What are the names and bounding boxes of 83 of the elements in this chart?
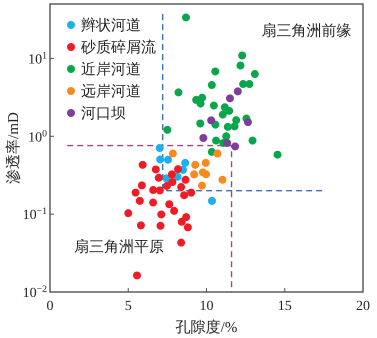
point (202, 158, 210, 167)
point (218, 110, 227, 119)
point (248, 136, 257, 145)
point (132, 188, 140, 197)
annotation: 扇三角洲平原 (74, 238, 164, 256)
legend-label: 辫状河道 (81, 17, 141, 34)
point (152, 165, 160, 174)
y-tick-label: 10$^{0}$ (28, 128, 48, 146)
point (244, 118, 252, 126)
point (196, 119, 204, 128)
point (190, 170, 198, 178)
point (149, 186, 158, 194)
legend-label: 河口坝 (81, 105, 126, 122)
point (212, 136, 220, 145)
point (231, 142, 240, 150)
point (274, 150, 282, 159)
legend-label: 砂质碎屑流 (80, 39, 156, 56)
point (191, 160, 200, 169)
point (182, 176, 190, 184)
point (156, 186, 164, 194)
point (154, 174, 163, 182)
y-tick-label: 10$^{−1}$ (22, 206, 48, 224)
annotation: 扇三角洲前缘 (262, 22, 352, 40)
point (211, 67, 220, 76)
y-tick-label: 10$^{−2}$ (22, 284, 48, 301)
y-axis-title: 渗透率/mD (5, 112, 22, 184)
point (156, 155, 164, 164)
point (236, 62, 244, 70)
point (174, 88, 182, 96)
point (210, 102, 218, 110)
point (124, 209, 132, 218)
point (133, 271, 142, 280)
point (223, 138, 232, 147)
x-tick-label: 5 (124, 299, 132, 314)
point (182, 213, 190, 222)
point (202, 170, 210, 178)
point (164, 156, 172, 164)
point (174, 165, 182, 174)
point (208, 81, 216, 90)
point (149, 198, 158, 207)
point (163, 126, 172, 134)
point (230, 122, 239, 130)
x-tick-label: 0 (46, 299, 54, 314)
point (162, 182, 171, 190)
point (245, 80, 254, 88)
legend-label: 远岸河道 (81, 83, 141, 100)
point (138, 181, 146, 190)
point (224, 122, 232, 131)
point (199, 134, 208, 142)
point (180, 191, 188, 200)
point (157, 210, 166, 218)
point (156, 144, 164, 152)
point (187, 188, 196, 197)
point (168, 178, 176, 186)
point (177, 238, 186, 247)
point (165, 200, 174, 208)
point (218, 176, 226, 184)
x-tick-label: 15 (278, 299, 292, 314)
point (156, 222, 164, 230)
point (207, 116, 216, 124)
point (225, 106, 234, 115)
point (170, 206, 178, 215)
point (238, 52, 246, 60)
x-tick-label: 10 (200, 299, 214, 314)
point (208, 196, 216, 205)
point (138, 160, 147, 169)
x-axis-title: 孔隙度/% (176, 319, 238, 336)
point (181, 158, 190, 167)
point (234, 87, 242, 96)
point (177, 183, 186, 192)
point (250, 70, 259, 78)
point (198, 182, 206, 190)
point (168, 150, 177, 158)
point (213, 150, 222, 158)
point (168, 170, 176, 178)
point (226, 94, 234, 102)
legend-label: 近岸河道 (81, 61, 141, 78)
point (136, 221, 145, 230)
point (136, 196, 144, 205)
y-tick-label: 10$^{1}$ (28, 50, 48, 68)
x-tick-label: 20 (356, 299, 370, 314)
point (182, 13, 190, 22)
point (184, 223, 192, 232)
